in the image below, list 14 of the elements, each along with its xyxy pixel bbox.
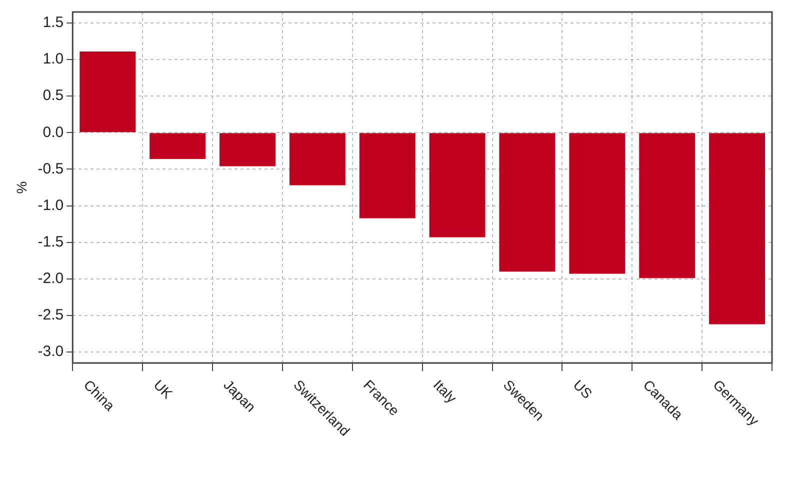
y-axis-title: % [13,181,30,194]
y-tick-label: 0.5 [42,87,64,104]
y-tick-label: -2.5 [38,306,64,324]
x-tick-label: UK [150,376,176,402]
y-tick-label: 1.0 [42,50,64,68]
x-tick-label: Italy [430,376,460,406]
y-tick-label: -2.0 [38,270,64,288]
y-tick-label: 0.0 [42,124,64,141]
y-tick-label: -0.5 [38,160,64,178]
x-tick-label: US [570,376,596,402]
y-tick-label: 1.5 [42,14,64,32]
y-tick-label: -3.0 [38,343,64,360]
y-tick-label: -1.0 [38,196,64,214]
y-tick-label: -1.5 [38,233,64,250]
